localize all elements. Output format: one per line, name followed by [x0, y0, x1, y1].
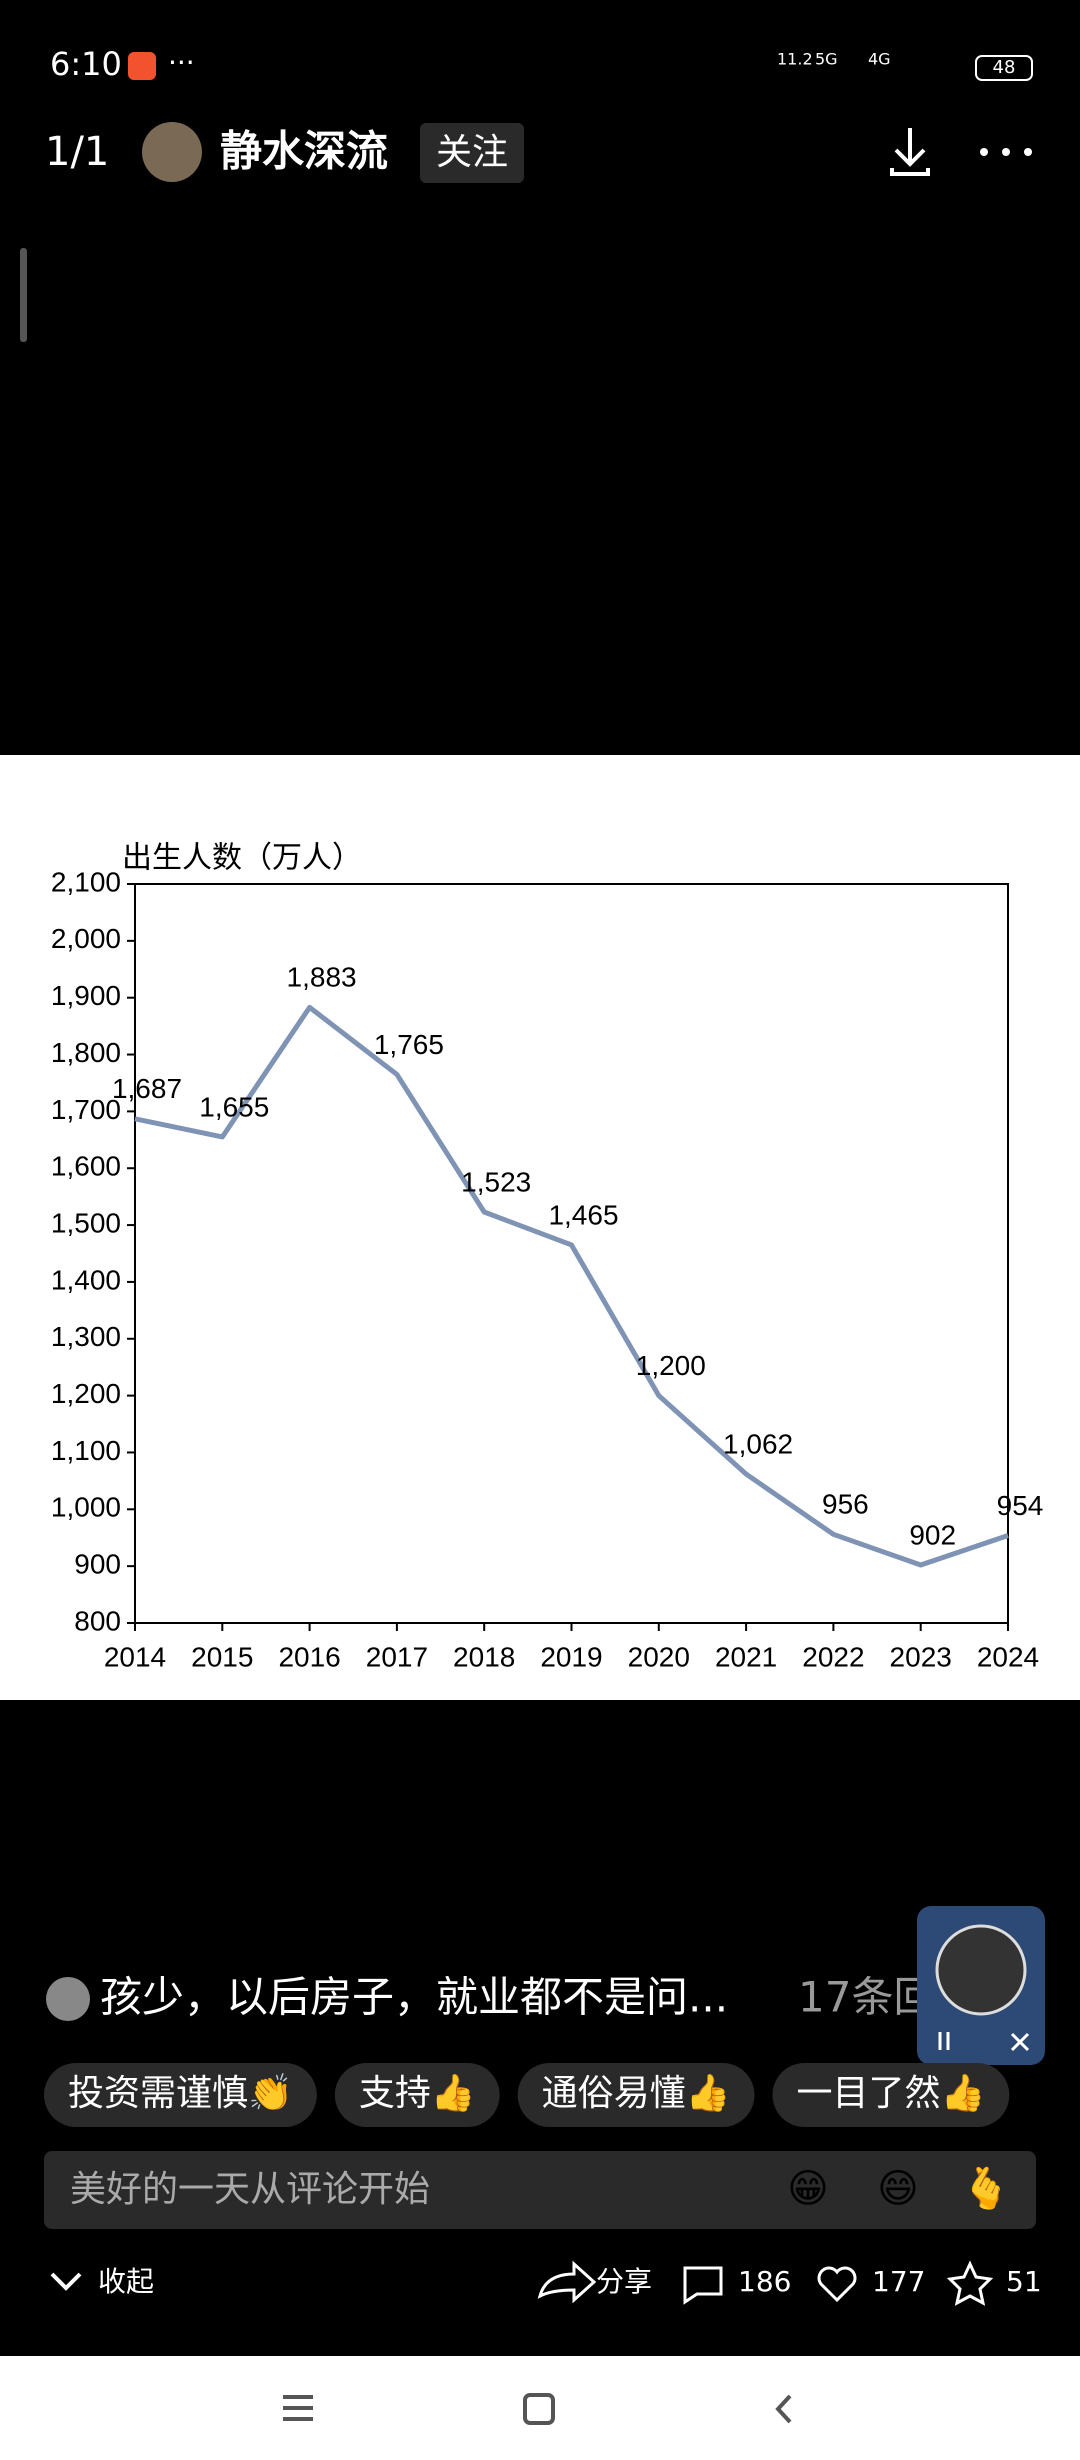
quick-reply-text[interactable]: 通俗易懂👍	[542, 2072, 731, 2114]
quick-reply-text[interactable]: 一目了然👍	[796, 2072, 985, 2114]
more-dots: ···	[168, 46, 195, 79]
x-tick-label: 2023	[890, 1641, 952, 1672]
y-tick-label: 1,500	[51, 1207, 121, 1238]
x-tick-label: 2021	[715, 1641, 777, 1672]
share-icon[interactable]	[537, 2260, 597, 2304]
y-tick-label: 2,100	[51, 866, 121, 897]
data-label: 1,200	[636, 1350, 706, 1381]
x-tick-label: 2018	[453, 1641, 515, 1672]
quick-reply-chip[interactable]	[44, 2063, 317, 2127]
comment-text[interactable]: 孩少，以后房子，就业都不是问...	[100, 1973, 728, 2022]
x-tick-label: 2020	[628, 1641, 690, 1672]
x-tick-label: 2017	[366, 1641, 428, 1672]
author-name[interactable]: 静水深流	[220, 127, 388, 176]
data-label: 1,062	[723, 1428, 793, 1459]
app-icon	[128, 52, 156, 80]
data-label: 1,883	[287, 962, 357, 993]
mini-player-cover	[935, 1924, 1027, 2016]
menu-icon[interactable]	[980, 148, 1032, 156]
input-placeholder[interactable]: 美好的一天从评论开始	[70, 2169, 430, 2210]
like-icon[interactable]	[817, 2266, 857, 2303]
y-tick-label: 1,600	[51, 1151, 121, 1182]
emoji[interactable]: 😁	[787, 2166, 829, 2212]
comment-more[interactable]: 17条回	[798, 1973, 935, 2022]
nav-bar	[0, 2356, 1080, 2460]
x-tick-label: 2024	[977, 1641, 1039, 1672]
comment-count[interactable]: 186	[738, 2265, 791, 2298]
page-indicator: 1/1	[45, 129, 109, 175]
quick-reply-text[interactable]: 支持👍	[359, 2072, 476, 2114]
data-label: 954	[997, 1490, 1044, 1521]
y-tick-label: 1,800	[51, 1037, 121, 1068]
quick-reply-chip[interactable]	[517, 2063, 755, 2127]
y-tick-label: 1,200	[51, 1378, 121, 1409]
nav-buttons[interactable]	[283, 2393, 792, 2425]
data-label: 902	[909, 1519, 956, 1550]
x-tick-label: 2014	[104, 1641, 166, 1672]
download-icon[interactable]	[890, 128, 930, 176]
follow-button[interactable]	[420, 123, 524, 183]
data-label: 1,465	[548, 1199, 618, 1230]
y-tick-label: 1,100	[51, 1435, 121, 1466]
data-label: 1,687	[112, 1073, 182, 1104]
y-tick-label: 1,400	[51, 1264, 121, 1295]
quick-replies: 投资需谨慎👏 支持👍 通俗易懂👍 一目了然👍	[44, 2063, 1010, 2127]
y-tick-label: 1,700	[51, 1094, 121, 1125]
chart-image	[0, 755, 1080, 1700]
data-label: 1,655	[199, 1091, 269, 1122]
emoji[interactable]: 😄	[877, 2166, 919, 2212]
comment-input[interactable]	[44, 2151, 1036, 2229]
scroll-indicator	[20, 248, 27, 342]
quick-reply-text[interactable]: 投资需谨慎👏	[68, 2072, 293, 2114]
y-tick-label: 1,900	[51, 980, 121, 1011]
chart: 800 900 1,000 1,100 1,200 1,300 1,400 1,500 1,60…	[51, 866, 1043, 1672]
quick-reply-chip[interactable]	[334, 2063, 500, 2127]
collapse-text[interactable]: 收起	[98, 2265, 154, 2298]
like-count[interactable]: 177	[872, 2265, 925, 2298]
follow-text[interactable]: 关注	[436, 132, 508, 173]
star-count[interactable]: 51	[1006, 2265, 1042, 2298]
quick-reply-chip[interactable]	[772, 2063, 1010, 2127]
y-tick-label: 800	[74, 1605, 121, 1636]
data-label: 1,765	[374, 1029, 444, 1060]
emoji[interactable]: 🫰	[961, 2165, 1011, 2212]
data-line	[134, 1004, 1009, 1568]
battery-level: 48	[993, 57, 1016, 78]
x-tick-label: 2022	[802, 1641, 864, 1672]
x-tick-label: 2015	[191, 1641, 253, 1672]
avatar[interactable]	[142, 122, 202, 182]
x-tick-label: 2016	[278, 1641, 340, 1672]
share-text[interactable]: 分享	[596, 2265, 652, 2298]
net-speed: 11.2	[777, 50, 813, 69]
data-label: 1,523	[461, 1166, 531, 1197]
net-5g: 5G	[815, 50, 838, 69]
time: 6:10	[50, 45, 122, 83]
collapse-icon[interactable]	[50, 2272, 82, 2291]
comment-icon[interactable]	[683, 2266, 723, 2305]
y-tick-label: 1,000	[51, 1492, 121, 1523]
comment-avatar	[46, 1977, 90, 2021]
y-axis-label: 出生人数（万人）	[122, 841, 362, 876]
y-tick-label: 900	[74, 1549, 121, 1580]
y-tick-label: 2,000	[51, 923, 121, 954]
x-tick-label: 2019	[540, 1641, 602, 1672]
mini-player-controls[interactable]	[938, 2032, 1030, 2052]
data-label: 956	[822, 1489, 869, 1520]
star-icon[interactable]	[946, 2260, 994, 2306]
net-4g: 4G	[868, 50, 891, 69]
y-tick-label: 1,300	[51, 1321, 121, 1352]
battery	[975, 55, 1033, 81]
